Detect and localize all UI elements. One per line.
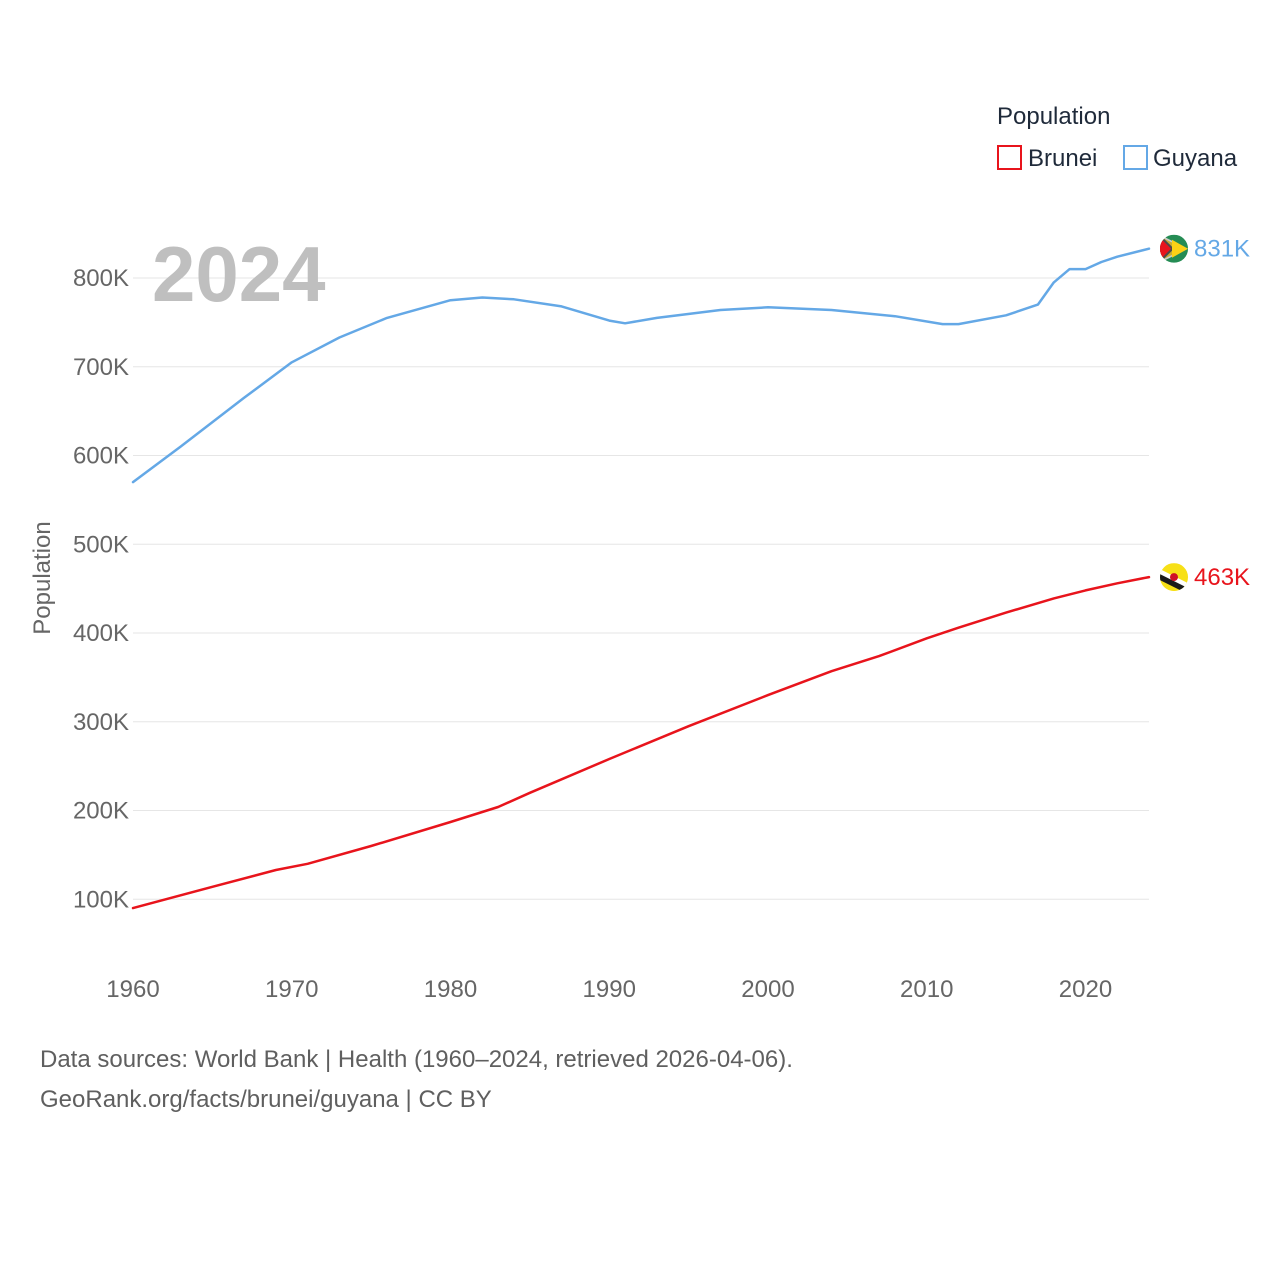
credit-text: GeoRank.org/facts/brunei/guyana | CC BY	[40, 1086, 492, 1113]
y-tick-label: 800K	[73, 265, 129, 292]
y-axis-ticks: 100K 200K 300K 400K 500K 600K 700K 800K	[73, 265, 129, 913]
legend-swatch-brunei[interactable]	[997, 145, 1022, 170]
x-tick-label: 2000	[741, 976, 794, 1003]
brunei-flag-icon	[1160, 563, 1188, 592]
end-value-label-guyana: 831K	[1194, 236, 1250, 263]
y-axis-title: Population	[29, 521, 56, 634]
x-tick-label: 1960	[106, 976, 159, 1003]
legend: Population Brunei Guyana	[997, 103, 1238, 172]
y-tick-label: 200K	[73, 798, 129, 825]
series-lines	[131, 247, 1151, 910]
series-end-markers: 463K 831K	[1160, 234, 1250, 592]
series-line-brunei[interactable]	[131, 575, 1151, 910]
y-tick-label: 400K	[73, 620, 129, 647]
end-value-label-brunei: 463K	[1194, 564, 1250, 591]
x-axis-ticks: 1960 1970 1980 1990 2000 2010 2020	[106, 976, 1112, 1003]
y-tick-label: 100K	[73, 886, 129, 913]
legend-title: Population	[997, 103, 1110, 130]
y-tick-label: 300K	[73, 709, 129, 736]
y-tick-label: 600K	[73, 443, 129, 470]
legend-label-brunei: Brunei	[1028, 145, 1097, 172]
x-tick-label: 2010	[900, 976, 953, 1003]
x-tick-label: 1990	[583, 976, 636, 1003]
guyana-flag-icon	[1160, 234, 1188, 263]
x-tick-label: 2020	[1059, 976, 1112, 1003]
legend-item-guyana[interactable]: Guyana	[1123, 145, 1238, 172]
series-line-guyana[interactable]	[131, 247, 1151, 484]
data-source-text: Data sources: World Bank | Health (1960–…	[40, 1046, 793, 1073]
legend-item-brunei[interactable]: Brunei	[997, 145, 1097, 172]
source-footer: Data sources: World Bank | Health (1960–…	[40, 1040, 793, 1120]
x-tick-label: 1970	[265, 976, 318, 1003]
legend-label-guyana: Guyana	[1153, 145, 1238, 172]
x-tick-label: 1980	[424, 976, 477, 1003]
legend-swatch-guyana[interactable]	[1123, 145, 1148, 170]
gridlines	[133, 277, 1149, 900]
current-year-label: 2024	[152, 230, 326, 318]
y-tick-label: 500K	[73, 531, 129, 558]
y-tick-label: 700K	[73, 354, 129, 381]
